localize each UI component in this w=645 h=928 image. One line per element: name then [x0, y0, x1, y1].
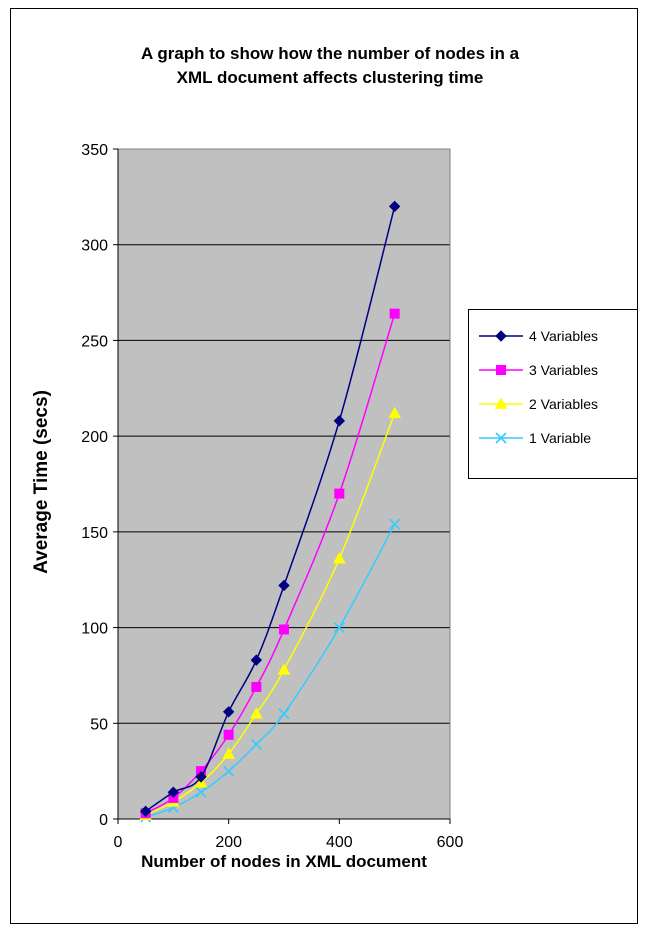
legend-swatch	[479, 330, 523, 342]
legend-entry-4: 1 Variable	[475, 426, 635, 450]
legend: 4 Variables 3 Variables 2 Variables 1 Varia…	[468, 309, 638, 479]
data-point-series-4-stroke	[250, 738, 262, 750]
y-tick-label: 350	[81, 142, 108, 159]
data-point-series-1	[222, 706, 235, 718]
legend-label: 4 Variables	[529, 328, 599, 344]
data-point-series-4	[195, 786, 207, 798]
y-tick-label: 0	[99, 812, 108, 829]
data-point-series-2	[389, 308, 400, 319]
data-point-series-1	[333, 415, 346, 427]
data-point-series-4	[250, 738, 262, 750]
data-point-series-3	[388, 406, 402, 419]
legend-label: 3 Variables	[529, 362, 599, 378]
legend-label: 2 Variables	[529, 396, 599, 412]
y-tick-label: 50	[90, 716, 108, 733]
x-tick-label: 200	[215, 834, 242, 851]
data-point-series-1	[167, 786, 180, 798]
data-point-series-4	[278, 708, 290, 720]
legend-entry-1: 4 Variables	[475, 324, 635, 348]
legend-swatch	[479, 365, 523, 375]
data-point-series-4-stroke	[389, 518, 401, 530]
y-tick-label: 200	[81, 429, 108, 446]
chart-title: A graph to show how the number of nodes …	[140, 44, 520, 87]
data-point-series-4-stroke	[223, 765, 235, 777]
x-axis-title: Number of nodes in XML document	[141, 852, 427, 871]
y-tick-label: 100	[81, 621, 108, 638]
data-point-series-4	[333, 622, 345, 634]
data-point-series-2	[334, 488, 345, 499]
data-point-series-3	[332, 552, 346, 564]
legend-swatch-marker	[495, 432, 507, 444]
data-point-series-1	[278, 579, 290, 592]
x-tick-label: 600	[437, 834, 464, 851]
legend-swatch	[479, 432, 523, 444]
data-point-series-4-stroke	[278, 708, 290, 720]
data-point-series-4	[389, 518, 401, 530]
data-point-series-3	[277, 663, 291, 675]
legend-swatch-marker	[495, 330, 507, 342]
data-point-series-1	[250, 654, 263, 666]
data-point-series-4	[223, 765, 235, 777]
legend-swatch-marker-stroke	[495, 432, 507, 444]
legend-swatch-marker	[496, 365, 506, 375]
data-point-series-4-stroke	[195, 786, 207, 798]
legend-swatch-marker	[494, 397, 508, 409]
plot-layer: 0 50 100 150 200 250 300 350 0 200 400 600	[81, 142, 463, 851]
plot-background	[118, 149, 450, 819]
y-tick-label: 300	[81, 238, 108, 255]
legend-swatch	[479, 397, 523, 409]
x-tick-label: 400	[326, 834, 353, 851]
legend-entry-3: 2 Variables	[475, 392, 635, 416]
data-point-series-1	[195, 771, 207, 783]
y-tick-label: 150	[81, 525, 108, 542]
legend-entry-2: 3 Variables	[475, 358, 635, 382]
data-point-series-4-stroke	[333, 622, 345, 634]
data-point-series-2	[251, 681, 262, 692]
x-tick-label: 0	[114, 834, 123, 851]
data-point-series-2	[279, 624, 289, 635]
legend-label: 1 Variable	[529, 430, 592, 446]
data-point-series-3	[249, 707, 263, 719]
y-tick-label: 250	[81, 333, 108, 350]
data-point-series-3	[222, 747, 236, 759]
data-point-series-1	[139, 805, 152, 818]
data-point-series-1	[388, 200, 401, 213]
data-point-series-2	[223, 729, 234, 740]
y-axis-title: Average Time (secs)	[31, 390, 52, 574]
